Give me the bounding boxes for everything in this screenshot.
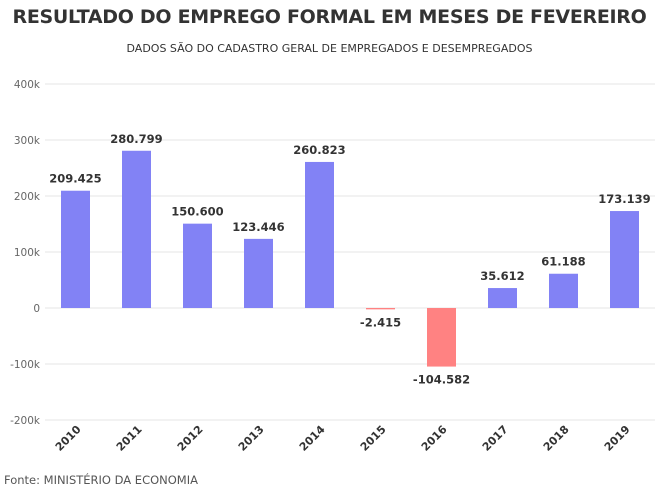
bar: [61, 190, 90, 308]
bar: [122, 150, 151, 308]
data-label: 173.139: [598, 192, 650, 206]
x-tick-label: 2015: [358, 423, 389, 454]
y-tick-label: -100k: [10, 359, 41, 371]
bar: [183, 223, 212, 308]
data-label: 209.425: [49, 172, 101, 186]
y-tick-label: -200k: [10, 415, 41, 427]
x-tick-label: 2012: [175, 423, 206, 454]
bar: [610, 211, 639, 308]
data-label: 150.600: [171, 205, 223, 219]
x-tick-label: 2010: [53, 423, 84, 454]
bar: [366, 308, 395, 310]
y-tick-label: 400k: [14, 79, 41, 91]
y-tick-label: 0: [33, 303, 40, 315]
bar: [427, 308, 456, 367]
bar: [244, 238, 273, 308]
y-tick-label: 300k: [14, 135, 41, 147]
chart-title: RESULTADO DO EMPREGO FORMAL EM MESES DE …: [12, 6, 647, 28]
data-label: -104.582: [413, 373, 470, 387]
bar: [549, 273, 578, 308]
bar: [305, 161, 334, 308]
data-label: 260.823: [293, 143, 345, 157]
data-labels: 209.425 280.799 150.600 123.446 260.823 -2.41…: [49, 132, 650, 387]
x-tick-label: 2013: [236, 423, 267, 454]
data-label: 123.446: [232, 220, 284, 234]
y-axis-ticks: 400k 300k 200k 100k 0 -100k -200k: [10, 79, 41, 427]
data-label: 61.188: [541, 255, 585, 269]
x-tick-label: 2019: [602, 423, 633, 454]
source-note: Fonte: MINISTÉRIO DA ECONOMIA: [4, 473, 198, 487]
data-label: 280.799: [110, 132, 162, 146]
y-tick-label: 100k: [14, 247, 41, 259]
x-tick-label: 2017: [480, 423, 511, 454]
x-tick-label: 2018: [541, 423, 572, 454]
y-tick-label: 200k: [14, 191, 41, 203]
chart-subtitle: DADOS SÃO DO CADASTRO GERAL DE EMPREGADO…: [126, 42, 533, 55]
bar: [488, 288, 517, 308]
bars: [61, 150, 639, 367]
x-tick-label: 2016: [419, 423, 450, 454]
x-tick-label: 2011: [114, 423, 145, 454]
data-label: 35.612: [480, 269, 524, 283]
data-label: -2.415: [360, 315, 401, 329]
x-tick-label: 2014: [297, 423, 328, 454]
x-axis-ticks: 2010 2011 2012 2013 2014 2015 2016 2017 2018 2019: [53, 423, 633, 454]
